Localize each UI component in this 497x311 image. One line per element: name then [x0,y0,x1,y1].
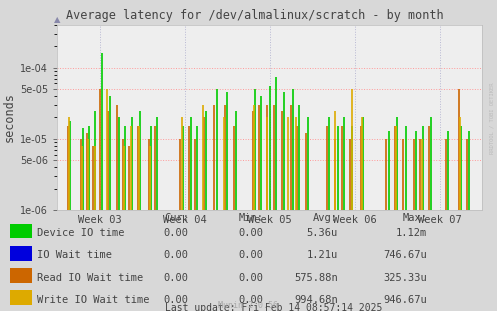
Y-axis label: seconds: seconds [3,92,16,142]
Text: Write IO Wait time: Write IO Wait time [37,295,150,305]
Text: Cur:: Cur: [164,213,189,223]
Text: Average latency for /dev/almalinux/scratch - by month: Average latency for /dev/almalinux/scrat… [66,9,443,22]
Text: Max:: Max: [403,213,427,223]
Bar [10,224,32,238]
Text: 575.88n: 575.88n [294,272,338,283]
Text: 5.36u: 5.36u [307,228,338,238]
Text: 1.12m: 1.12m [396,228,427,238]
Text: 0.00: 0.00 [239,272,263,283]
Text: IO Wait time: IO Wait time [37,250,112,260]
Text: 1.21u: 1.21u [307,250,338,260]
Text: 0.00: 0.00 [239,250,263,260]
Text: Munin 2.0.56: Munin 2.0.56 [219,301,278,310]
Text: RRDTOOL / TOBI OETIKER: RRDTOOL / TOBI OETIKER [489,82,494,154]
Bar [10,290,32,305]
Text: 0.00: 0.00 [239,295,263,305]
Text: Min:: Min: [239,213,263,223]
Text: ▲: ▲ [54,15,61,24]
Text: 994.68n: 994.68n [294,295,338,305]
Text: Read IO Wait time: Read IO Wait time [37,272,144,283]
Text: 0.00: 0.00 [164,272,189,283]
Text: 0.00: 0.00 [164,228,189,238]
Text: Device IO time: Device IO time [37,228,125,238]
Text: Last update: Fri Feb 14 08:57:14 2025: Last update: Fri Feb 14 08:57:14 2025 [165,303,382,311]
Text: 746.67u: 746.67u [384,250,427,260]
Text: 946.67u: 946.67u [384,295,427,305]
Text: Avg:: Avg: [313,213,338,223]
Bar [10,268,32,283]
Text: 325.33u: 325.33u [384,272,427,283]
Text: 0.00: 0.00 [239,228,263,238]
Text: 0.00: 0.00 [164,295,189,305]
Text: 0.00: 0.00 [164,250,189,260]
Bar [10,246,32,261]
